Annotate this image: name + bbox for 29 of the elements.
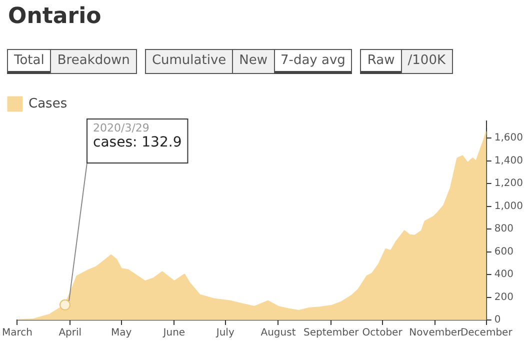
y-tick-label: 600 [494,246,514,258]
x-tick-label: October [362,328,404,339]
y-tick-label: 1,200 [494,178,524,190]
text: Cumulative [144,49,234,74]
y-tick-label: 800 [494,224,514,235]
legend-label: Cases [28,96,68,112]
x-tick-label: July [215,328,234,339]
text: /100K [400,49,452,74]
text: Breakdown [50,49,137,74]
chart-title: Ontario [8,4,102,29]
x-tick-label: May [110,328,132,339]
text: Total [7,49,52,74]
x-tick-label: September [303,328,360,339]
y-tick-label: 1,400 [494,155,524,166]
y-tick-label: 200 [494,292,514,303]
text: Raw [360,49,402,74]
x-tick-label: November [409,328,462,339]
y-tick-label: 1,000 [494,200,524,212]
text: 7-day avg [274,49,352,74]
x-tick-label: April [58,328,82,339]
y-tick-label: 0 [494,314,501,326]
text: New [232,49,274,74]
y-tick-label: 1,600 [494,132,524,144]
y-tick-label: 400 [494,269,514,280]
x-tick-label: June [162,328,186,339]
x-tick-label: August [260,328,296,339]
annotation: 2020/3/29 cases: 132.9 [93,121,182,151]
x-tick-label: December [460,328,514,339]
x-tick-label: March [2,328,32,339]
